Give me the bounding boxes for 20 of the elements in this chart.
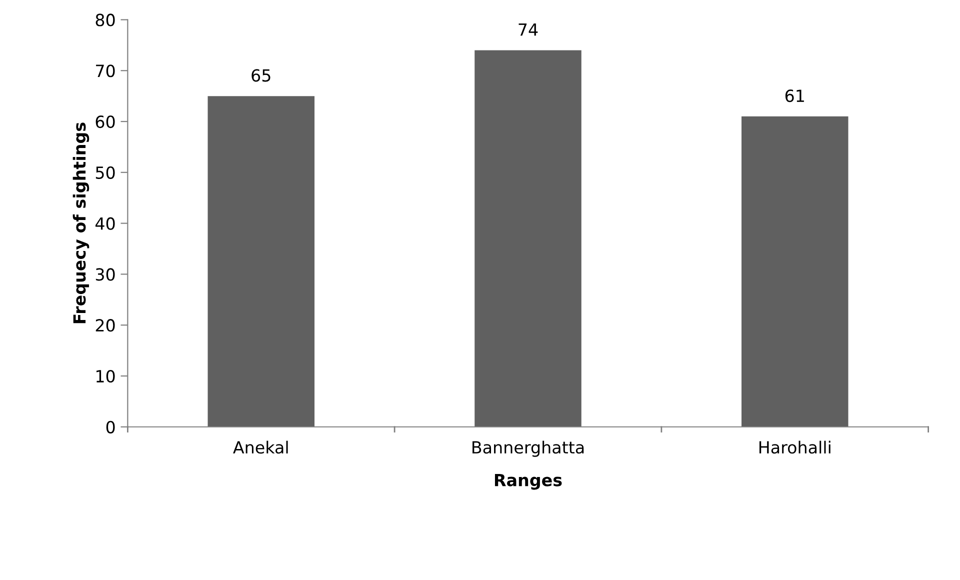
y-tick-label: 50 (96, 166, 115, 179)
data-label: 61 (785, 89, 804, 102)
x-tick-label: Harohalli (759, 440, 830, 454)
bar (742, 116, 848, 427)
y-tick-label: 70 (96, 64, 115, 78)
y-tick-label: 0 (106, 420, 115, 434)
data-label: 65 (252, 69, 270, 82)
y-tick-label: 30 (96, 268, 115, 281)
y-axis-title: Frequecy of sightings (72, 122, 90, 324)
x-axis-title: Ranges (494, 474, 562, 490)
y-tick-label: 60 (96, 115, 115, 128)
data-label: 74 (518, 24, 538, 36)
y-tick-label: 80 (96, 14, 115, 26)
x-tick-label: Anekal (233, 440, 288, 454)
bar (474, 50, 582, 427)
y-tick-label: 10 (96, 370, 115, 383)
x-tick-label: Bannerghatta (472, 440, 584, 457)
bar (208, 96, 314, 427)
y-tick-label: 40 (95, 217, 115, 230)
y-tick-label: 20 (96, 319, 115, 332)
